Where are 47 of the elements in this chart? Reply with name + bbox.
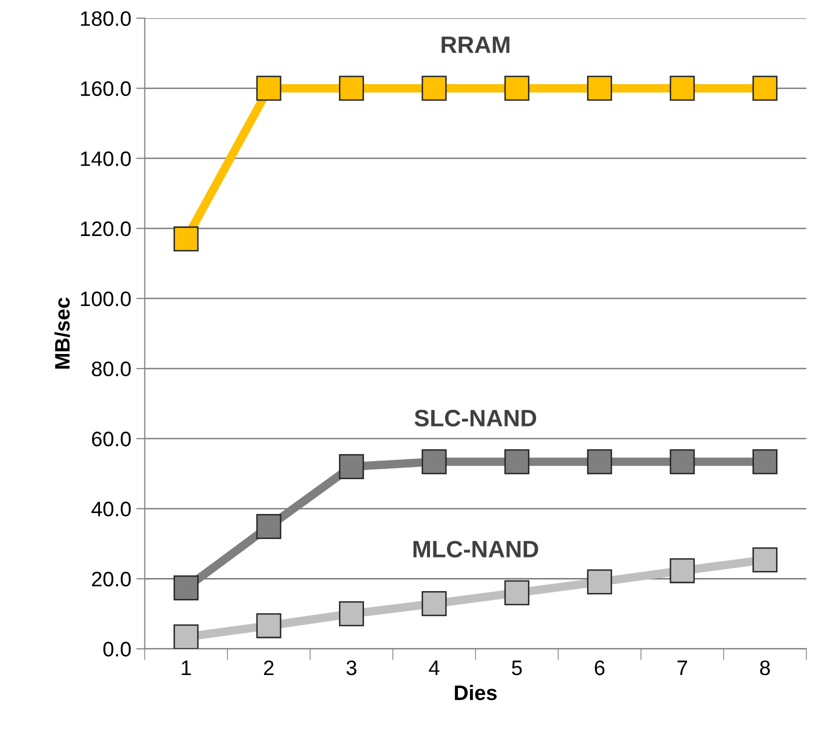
- point: [752, 76, 778, 101]
- x-tick-label: 1: [182, 660, 191, 676]
- series-label: MLC-NAND: [414, 540, 538, 558]
- point: [338, 454, 364, 480]
- point: [504, 449, 530, 474]
- y-tick-label: 140.0: [80, 151, 131, 166]
- point: [174, 624, 199, 649]
- point: [670, 558, 695, 584]
- point: [174, 575, 199, 600]
- series-label: RRAM: [442, 36, 510, 53]
- x-tick-label: 5: [512, 660, 522, 676]
- point: [422, 76, 447, 101]
- point: [338, 601, 364, 626]
- y-tick-label: 80.0: [92, 362, 131, 376]
- series-label: SLC-NAND: [414, 410, 536, 427]
- point: [752, 547, 778, 572]
- point: [670, 76, 695, 101]
- x-tick-label: 4: [428, 660, 440, 676]
- y-tick-label: 40.0: [91, 502, 131, 516]
- point: [256, 76, 282, 101]
- x-tick-label: 2: [264, 660, 274, 676]
- x-tick-label: 7: [678, 660, 688, 676]
- point: [422, 591, 447, 616]
- y-tick-label: 120.0: [80, 221, 131, 236]
- y-tick-label: 160.0: [80, 81, 131, 96]
- point: [504, 76, 530, 101]
- point: [587, 76, 612, 101]
- point: [504, 580, 530, 606]
- point: [752, 449, 778, 474]
- point: [587, 569, 612, 594]
- y-tick-label: 100.0: [80, 291, 131, 306]
- x-axis-title: Dies: [454, 684, 497, 700]
- y-tick-label: 20.0: [92, 572, 131, 586]
- x-tick-label: 8: [760, 660, 770, 676]
- x-tick-label: 3: [346, 660, 356, 676]
- y-tick-label: 60.0: [92, 432, 131, 446]
- point: [256, 613, 282, 638]
- y-tick-label: 180.0: [80, 11, 131, 26]
- point: [422, 449, 447, 474]
- point: [256, 514, 282, 540]
- x-tick-label: 6: [594, 660, 604, 676]
- point: [670, 449, 695, 474]
- y-tick-label: 0.0: [103, 642, 131, 657]
- point: [587, 449, 612, 474]
- point: [338, 76, 364, 101]
- y-axis-title: MB/sec: [54, 298, 70, 369]
- point: [174, 226, 199, 252]
